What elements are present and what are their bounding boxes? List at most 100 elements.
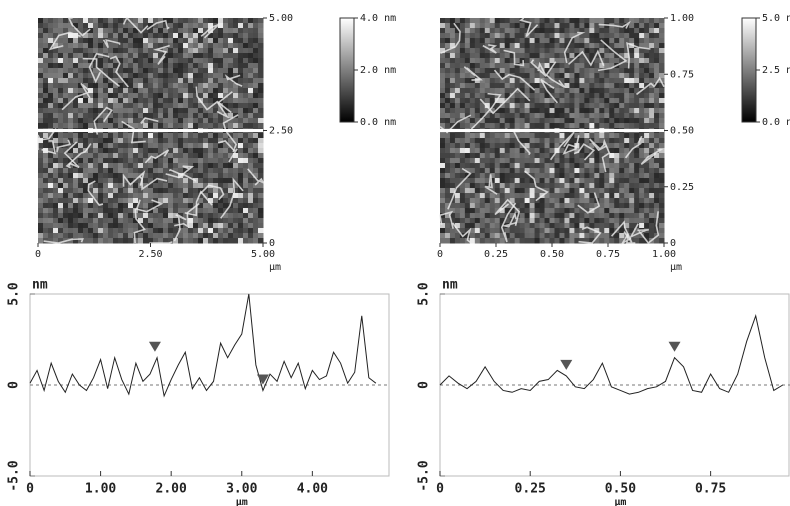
texture-cell — [539, 108, 546, 114]
texture-cell — [654, 208, 660, 214]
texture-cell — [534, 118, 541, 124]
texture-cell — [143, 203, 149, 209]
texture-cell — [599, 233, 605, 239]
x-axis-label: μm — [236, 497, 248, 506]
texture-cell — [93, 218, 99, 224]
texture-cell — [88, 103, 94, 109]
texture-cell — [539, 123, 546, 129]
texture-cell — [173, 73, 179, 79]
texture-cell — [58, 83, 64, 89]
texture-cell — [624, 93, 630, 99]
texture-cell — [449, 163, 456, 169]
texture-cell — [48, 88, 54, 94]
texture-cell — [128, 18, 134, 24]
texture-cell — [213, 63, 219, 69]
texture-cell — [554, 133, 560, 139]
texture-cell — [509, 33, 516, 39]
texture-cell — [148, 213, 154, 219]
texture-cell — [464, 148, 471, 154]
texture-cell — [524, 168, 531, 174]
texture-cell — [584, 148, 590, 154]
texture-cell — [614, 198, 620, 204]
texture-cell — [440, 103, 446, 109]
texture-cell — [654, 88, 660, 94]
texture-cell — [499, 43, 506, 49]
texture-cell — [198, 23, 204, 29]
texture-cell — [183, 228, 189, 234]
texture-cell — [98, 78, 104, 84]
texture-cell — [589, 43, 595, 49]
texture-cell — [38, 228, 44, 234]
texture-cell — [659, 113, 665, 119]
texture-cell — [158, 138, 164, 144]
texture-cell — [98, 133, 104, 139]
texture-cell — [103, 18, 109, 24]
texture-cell — [654, 153, 660, 159]
texture-cell — [198, 123, 204, 129]
texture-cell — [213, 33, 219, 39]
texture-cell — [629, 153, 635, 159]
texture-cell — [48, 233, 54, 239]
texture-cell — [113, 153, 119, 159]
texture-cell — [564, 18, 570, 24]
texture-cell — [128, 148, 134, 154]
texture-cell — [213, 88, 219, 94]
texture-cell — [213, 108, 219, 114]
texture-cell — [654, 138, 660, 144]
texture-cell — [454, 63, 461, 69]
texture-cell — [549, 183, 555, 189]
texture-cell — [444, 138, 451, 144]
texture-cell — [153, 23, 159, 29]
texture-cell — [619, 28, 625, 34]
texture-cell — [38, 28, 44, 34]
texture-cell — [494, 28, 501, 34]
texture-cell — [103, 163, 109, 169]
texture-cell — [574, 88, 580, 94]
texture-cell — [253, 178, 259, 184]
texture-cell — [93, 108, 99, 114]
texture-cell — [459, 18, 466, 24]
texture-cell — [489, 163, 496, 169]
texture-cell — [73, 203, 79, 209]
texture-cell — [218, 133, 224, 139]
texture-cell — [118, 73, 124, 79]
texture-cell — [38, 188, 44, 194]
texture-cell — [649, 148, 655, 154]
texture-cell — [639, 78, 645, 84]
texture-cell — [143, 178, 149, 184]
texture-cell — [519, 98, 526, 104]
texture-cell — [243, 213, 249, 219]
texture-cell — [193, 143, 199, 149]
texture-cell — [469, 73, 476, 79]
texture-cell — [604, 218, 610, 224]
texture-cell — [78, 73, 84, 79]
texture-cell — [504, 193, 511, 199]
texture-cell — [173, 103, 179, 109]
texture-cell — [178, 133, 184, 139]
texture-cell — [529, 203, 536, 209]
texture-cell — [43, 183, 49, 189]
texture-cell — [63, 28, 69, 34]
texture-cell — [469, 93, 476, 99]
texture-cell — [659, 188, 665, 194]
texture-cell — [539, 213, 546, 219]
texture-cell — [83, 43, 89, 49]
texture-cell — [188, 73, 194, 79]
texture-cell — [258, 203, 264, 209]
texture-cell — [153, 233, 159, 239]
texture-cell — [539, 43, 546, 49]
texture-cell — [619, 98, 625, 104]
texture-cell — [98, 148, 104, 154]
texture-cell — [574, 218, 580, 224]
texture-cell — [649, 98, 655, 104]
texture-cell — [178, 83, 184, 89]
texture-cell — [659, 133, 665, 139]
texture-cell — [624, 198, 630, 204]
texture-cell — [469, 83, 476, 89]
fiber — [168, 169, 197, 182]
texture-cell — [489, 53, 496, 59]
texture-cell — [103, 103, 109, 109]
texture-cell — [238, 38, 244, 44]
fiber — [440, 22, 461, 55]
texture-cell — [118, 188, 124, 194]
